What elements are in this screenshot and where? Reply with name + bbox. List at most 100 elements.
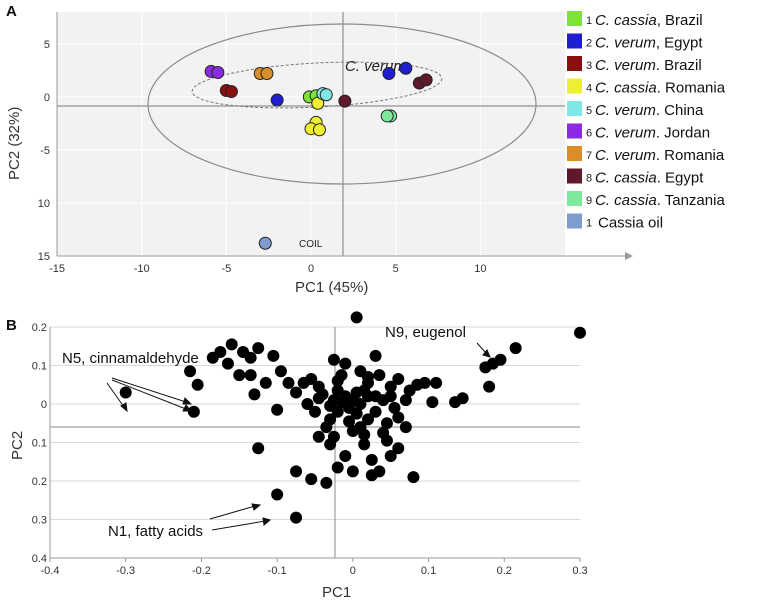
panel-b-point (282, 376, 295, 389)
panel-b-point (233, 369, 246, 382)
legend-genus: C. verum (595, 125, 656, 142)
panel-b-point (331, 405, 344, 418)
panel-b-point (184, 365, 197, 378)
panel-b-point (407, 471, 420, 484)
panel-b-y-label: PC2 (9, 431, 26, 460)
panel-b-y-tick-label: 0.4 (32, 553, 47, 565)
legend-label: C. verum. China (595, 102, 704, 119)
panel-b-point (309, 405, 321, 418)
legend-number: 2 (586, 38, 592, 50)
panel-a-label: A (6, 3, 17, 20)
legend-number: 3 (586, 60, 592, 72)
panel-b-point (320, 421, 333, 434)
legend-label: C. cassia, Brazil (595, 12, 703, 29)
panel-a-point (270, 93, 284, 107)
panel-b-point (373, 369, 386, 382)
panel-b-point (221, 357, 234, 370)
panel-b-point (327, 430, 340, 443)
panel-b-point (358, 428, 371, 441)
legend-genus: C. cassia (595, 12, 657, 29)
arrow-n5-2-head (182, 404, 193, 412)
confidence-ellipse (147, 23, 537, 185)
arrow-n5-3 (106, 382, 125, 408)
panel-b-point (574, 326, 586, 339)
coil-label: COIL (299, 239, 323, 250)
panel-b-point (339, 449, 352, 462)
legend-genus: C. verum (595, 35, 656, 52)
panel-a-point (380, 109, 394, 123)
legend-genus: C. verum (595, 102, 656, 119)
arrow-n1-1 (209, 505, 256, 520)
panel-a-x-label: PC1 (45%) (295, 279, 368, 296)
panel-b-x-tick-label: 0.1 (421, 565, 436, 577)
annotation-n1-fatty-acids: N1, fatty acids (108, 523, 203, 540)
legend-place: . Brazil (656, 57, 702, 74)
panel-b-point (214, 346, 227, 359)
panel-b-point (350, 386, 363, 399)
panel-b-label: B (6, 317, 17, 334)
panel-b-point (252, 342, 265, 355)
panel-b-x-tick-label: -0.2 (192, 565, 211, 577)
panel-a-point (224, 85, 238, 99)
panel-b-point (479, 361, 492, 374)
legend-swatch (567, 101, 582, 116)
legend-swatch (567, 168, 582, 184)
legend-genus: C. verum (595, 57, 656, 74)
panel-b-point (354, 398, 367, 410)
panel-b-point (252, 442, 265, 455)
legend-place: Cassia oil (598, 215, 663, 232)
panel-a-x-arrow (625, 252, 633, 260)
panel-b-point (494, 353, 507, 366)
legend-place: . Tanzania (657, 192, 726, 209)
legend-number: 9 (586, 195, 592, 207)
panel-b-y-tick-label: 0.2 (32, 476, 47, 488)
panel-b-point (388, 401, 401, 414)
panel-b-point (244, 351, 257, 364)
arrow-n5-1-head (182, 397, 193, 405)
panel-a-y-label: PC2 (32%) (6, 107, 23, 180)
legend-swatch (567, 191, 582, 206)
legend-number: 8 (586, 173, 592, 185)
panel-b-point (274, 365, 287, 378)
panel-b-point (426, 396, 439, 409)
legend-place: . Jordan (656, 125, 710, 142)
panel-b-point (244, 369, 257, 382)
panel-b-point (369, 405, 382, 418)
arrow-n1-2 (211, 520, 266, 531)
panel-b-point (483, 380, 496, 393)
panel-b-x-tick-label: -0.3 (116, 565, 135, 577)
panel-b-points (119, 311, 586, 524)
panel-a-ticks: -15 -10 -5 0 5 10 5 0 -5 10 15 (38, 39, 487, 275)
panel-a-x-tick-label: -10 (134, 263, 150, 275)
panel-b-point (456, 392, 469, 405)
panel-b-point (362, 413, 374, 426)
legend-genus: C. cassia (595, 170, 657, 187)
panel-b-point (384, 390, 397, 403)
legend-swatch (567, 33, 582, 49)
panel-b-point (365, 469, 378, 482)
panel-b-point (305, 372, 318, 385)
arrow-n5-1 (111, 377, 187, 403)
panel-b-point (380, 417, 393, 430)
panel-b-point (191, 378, 204, 391)
panel-b-point (271, 403, 284, 416)
panel-a-point (319, 88, 333, 102)
legend-number: 4 (586, 83, 592, 95)
legend-swatch (567, 146, 582, 161)
legend-label: Cassia oil (598, 215, 663, 232)
legend-swatch (567, 11, 582, 26)
panel-b-y-tick-label: 0 (41, 399, 47, 411)
panel-a-point (258, 236, 272, 250)
panel-b-point (267, 349, 280, 362)
legend-place: . Romania (656, 147, 725, 164)
panel-a-point (211, 65, 225, 79)
legend-place: . Romania (657, 80, 726, 97)
panel-b-y-tick-label: 0.2 (32, 322, 47, 334)
arrow-n1-2-head (262, 517, 272, 526)
panel-b-point (392, 411, 405, 424)
legend-number: 1 (586, 15, 592, 27)
panel-b-y-tick-label: 0.1 (32, 361, 47, 373)
arrow-n5-3-head (120, 402, 128, 413)
annotation-n5-cinnamaldehyde: N5, cinnamaldehyde (62, 350, 199, 367)
